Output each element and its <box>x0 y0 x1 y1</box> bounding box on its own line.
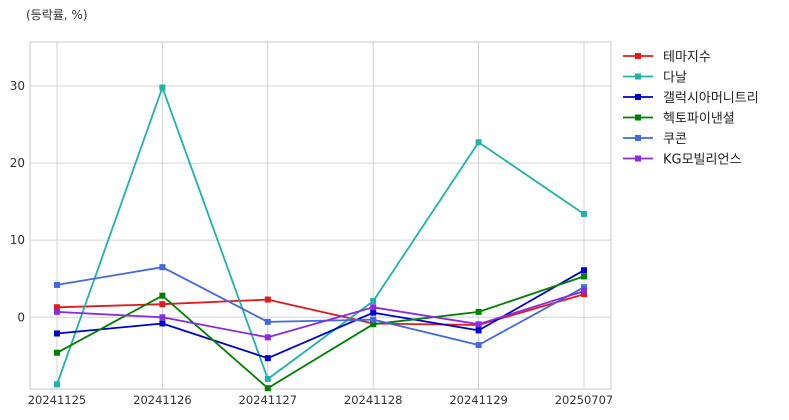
y-tick-label: 30 <box>10 79 25 93</box>
data-point <box>581 288 587 295</box>
series-2 <box>54 267 587 362</box>
x-tick-label: 20250707 <box>555 393 614 407</box>
series-line <box>56 290 585 339</box>
data-point <box>54 330 60 337</box>
data-point <box>581 273 587 280</box>
data-point <box>475 342 482 349</box>
legend-label: 헥토파이낸셜 <box>663 112 735 127</box>
data-point <box>159 320 166 327</box>
data-point <box>581 267 587 274</box>
data-point <box>54 381 60 388</box>
legend-marker <box>635 155 641 162</box>
series-line <box>56 275 585 390</box>
data-point <box>475 321 482 328</box>
series-4 <box>54 264 587 349</box>
data-point <box>54 281 60 288</box>
x-tick-label: 20241128 <box>344 393 403 407</box>
y-tick-label: 0 <box>17 310 25 324</box>
x-tick-label: 20241126 <box>133 393 192 407</box>
legend-label: 테마지수 <box>663 50 711 65</box>
data-point <box>475 327 482 334</box>
data-point <box>264 375 271 382</box>
x-tick-label: 20241125 <box>28 393 87 407</box>
data-point <box>54 304 60 311</box>
unit-label: (등락률, %) <box>26 8 88 22</box>
data-point <box>370 321 377 328</box>
data-point <box>264 296 271 303</box>
series-1 <box>54 84 587 388</box>
legend-marker <box>635 53 641 59</box>
data-point <box>159 301 166 308</box>
data-point <box>581 210 587 217</box>
legend-label: 갤럭시아머니트리 <box>663 91 759 106</box>
legend-marker <box>635 114 641 121</box>
data-point <box>264 385 271 392</box>
data-point <box>264 318 271 325</box>
legend-label: 다날 <box>663 71 687 86</box>
series-line <box>56 269 585 360</box>
plot-frame <box>29 41 612 390</box>
series-3 <box>54 273 587 392</box>
data-point <box>581 291 587 298</box>
data-point <box>475 139 482 146</box>
legend-label: 쿠콘 <box>663 132 687 147</box>
legend-marker <box>635 73 641 80</box>
series-line <box>56 266 585 346</box>
data-point <box>264 355 271 362</box>
y-tick-label: 20 <box>10 156 25 170</box>
data-point <box>370 309 377 316</box>
series-line <box>56 86 585 385</box>
data-point <box>264 334 271 341</box>
data-point <box>370 304 377 311</box>
x-tick-label: 20241127 <box>239 393 298 407</box>
y-tick-label: 10 <box>10 233 25 247</box>
data-point <box>54 308 60 315</box>
data-point <box>159 264 166 271</box>
legend-marker <box>635 94 641 100</box>
data-point <box>581 284 587 291</box>
data-point <box>475 308 482 315</box>
data-point <box>370 298 377 305</box>
data-point <box>54 349 60 356</box>
x-tick-label: 20241129 <box>449 393 508 407</box>
series-5 <box>54 288 587 341</box>
data-point <box>159 84 166 91</box>
data-point <box>370 316 377 323</box>
legend-marker <box>635 135 641 141</box>
data-point <box>159 314 166 321</box>
legend-label: KG모빌리언스 <box>663 153 741 168</box>
data-point <box>159 292 166 299</box>
